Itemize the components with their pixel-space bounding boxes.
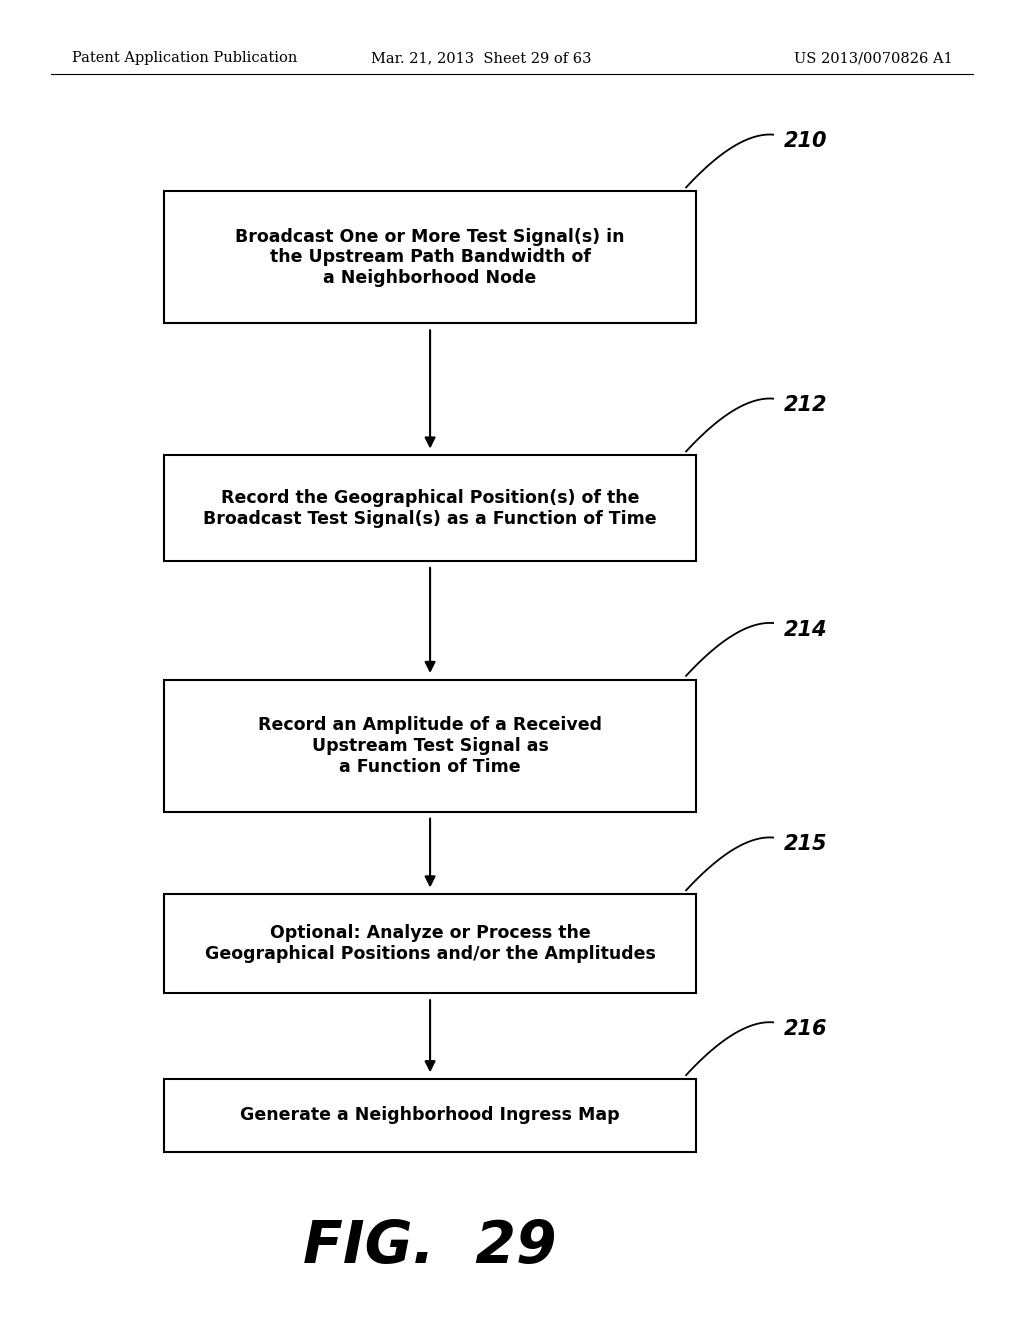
Text: Optional: Analyze or Process the
Geographical Positions and/or the Amplitudes: Optional: Analyze or Process the Geograp… <box>205 924 655 964</box>
Text: Mar. 21, 2013  Sheet 29 of 63: Mar. 21, 2013 Sheet 29 of 63 <box>371 51 592 65</box>
Bar <box>164 680 696 812</box>
Text: Record the Geographical Position(s) of the
Broadcast Test Signal(s) as a Functio: Record the Geographical Position(s) of t… <box>204 488 656 528</box>
Text: US 2013/0070826 A1: US 2013/0070826 A1 <box>794 51 952 65</box>
Bar <box>164 1080 696 1151</box>
Bar <box>164 455 696 561</box>
Text: Patent Application Publication: Patent Application Publication <box>72 51 297 65</box>
Text: Generate a Neighborhood Ingress Map: Generate a Neighborhood Ingress Map <box>241 1106 620 1125</box>
Text: 212: 212 <box>783 395 826 416</box>
Text: Broadcast One or More Test Signal(s) in
the Upstream Path Bandwidth of
a Neighbo: Broadcast One or More Test Signal(s) in … <box>236 227 625 288</box>
Text: Record an Amplitude of a Received
Upstream Test Signal as
a Function of Time: Record an Amplitude of a Received Upstre… <box>258 715 602 776</box>
Bar <box>164 895 696 993</box>
Text: 210: 210 <box>783 131 826 152</box>
Text: 215: 215 <box>783 834 826 854</box>
Text: 214: 214 <box>783 619 826 640</box>
Text: 216: 216 <box>783 1019 826 1039</box>
Bar <box>164 191 696 323</box>
Text: FIG.  29: FIG. 29 <box>303 1217 557 1275</box>
